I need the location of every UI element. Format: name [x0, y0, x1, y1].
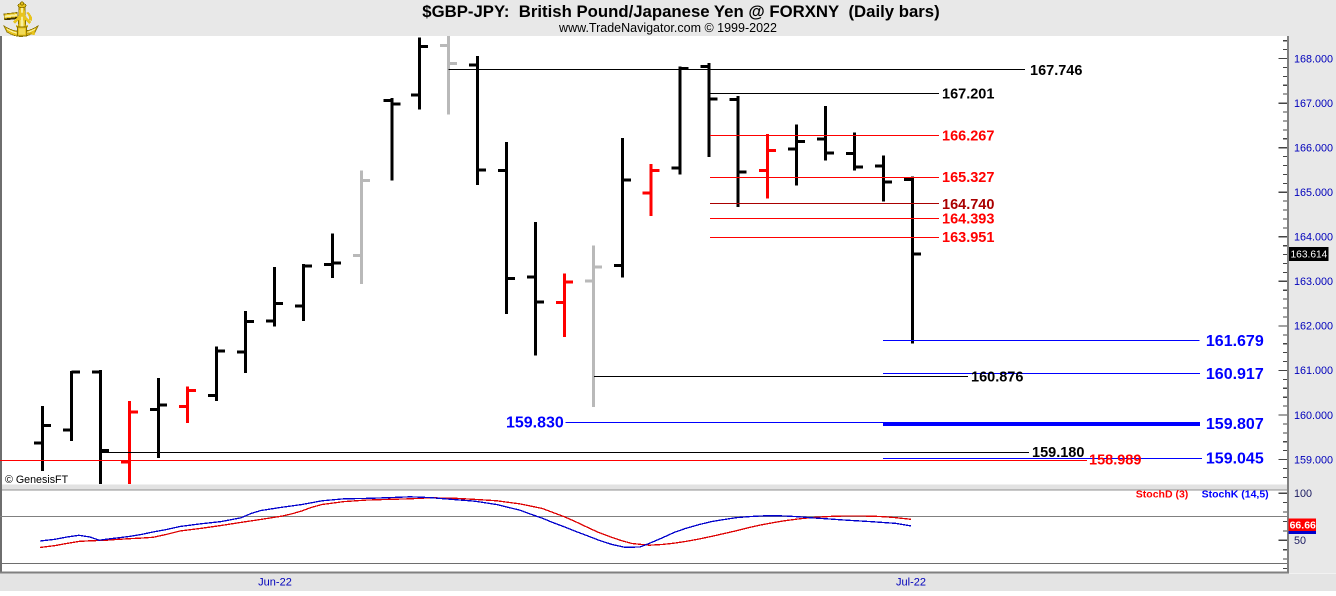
svg-text:100: 100: [1294, 488, 1312, 500]
svg-text:© GenesisFT: © GenesisFT: [5, 474, 69, 486]
svg-text:167.746: 167.746: [1030, 63, 1082, 79]
svg-text:160.000: 160.000: [1294, 410, 1333, 422]
svg-text:159.180: 159.180: [1032, 445, 1084, 461]
svg-text:161.679: 161.679: [1206, 333, 1264, 350]
svg-text:162.000: 162.000: [1294, 321, 1333, 333]
svg-text:163.951: 163.951: [942, 230, 994, 246]
svg-text:Jul-22: Jul-22: [896, 576, 926, 588]
svg-text:158.989: 158.989: [1089, 453, 1141, 469]
svg-text:165.000: 165.000: [1294, 187, 1333, 199]
svg-text:163.614: 163.614: [1291, 250, 1328, 261]
svg-text:66.66: 66.66: [1290, 519, 1316, 531]
svg-text:StochK (14,5): StochK (14,5): [1202, 489, 1269, 501]
svg-text:161.000: 161.000: [1294, 365, 1333, 377]
svg-text:www.TradeNavigator.com © 1999-: www.TradeNavigator.com © 1999-2022: [558, 21, 777, 35]
svg-text:StochD (3): StochD (3): [1136, 489, 1189, 501]
svg-text:164.000: 164.000: [1294, 232, 1333, 244]
svg-text:159.830: 159.830: [506, 415, 564, 432]
svg-text:166.000: 166.000: [1294, 142, 1333, 154]
svg-text:165.327: 165.327: [942, 170, 994, 186]
svg-text:164.393: 164.393: [942, 211, 994, 227]
svg-text:Jun-22: Jun-22: [258, 576, 292, 588]
svg-text:50: 50: [1294, 535, 1306, 547]
svg-text:166.267: 166.267: [942, 128, 994, 144]
svg-text:160.917: 160.917: [1206, 366, 1264, 383]
svg-text:167.201: 167.201: [942, 87, 994, 103]
svg-text:164.740: 164.740: [942, 197, 994, 213]
svg-text:160.876: 160.876: [971, 369, 1023, 385]
svg-text:167.000: 167.000: [1294, 98, 1333, 110]
svg-text:159.045: 159.045: [1206, 450, 1264, 467]
svg-text:168.000: 168.000: [1294, 53, 1333, 65]
svg-text:159.000: 159.000: [1294, 454, 1333, 466]
svg-text:159.807: 159.807: [1206, 416, 1264, 433]
svg-text:163.000: 163.000: [1294, 276, 1333, 288]
svg-text:$GBP-JPY: British Pound/Japan: $GBP-JPY: British Pound/Japanese Yen @ F…: [422, 2, 939, 21]
